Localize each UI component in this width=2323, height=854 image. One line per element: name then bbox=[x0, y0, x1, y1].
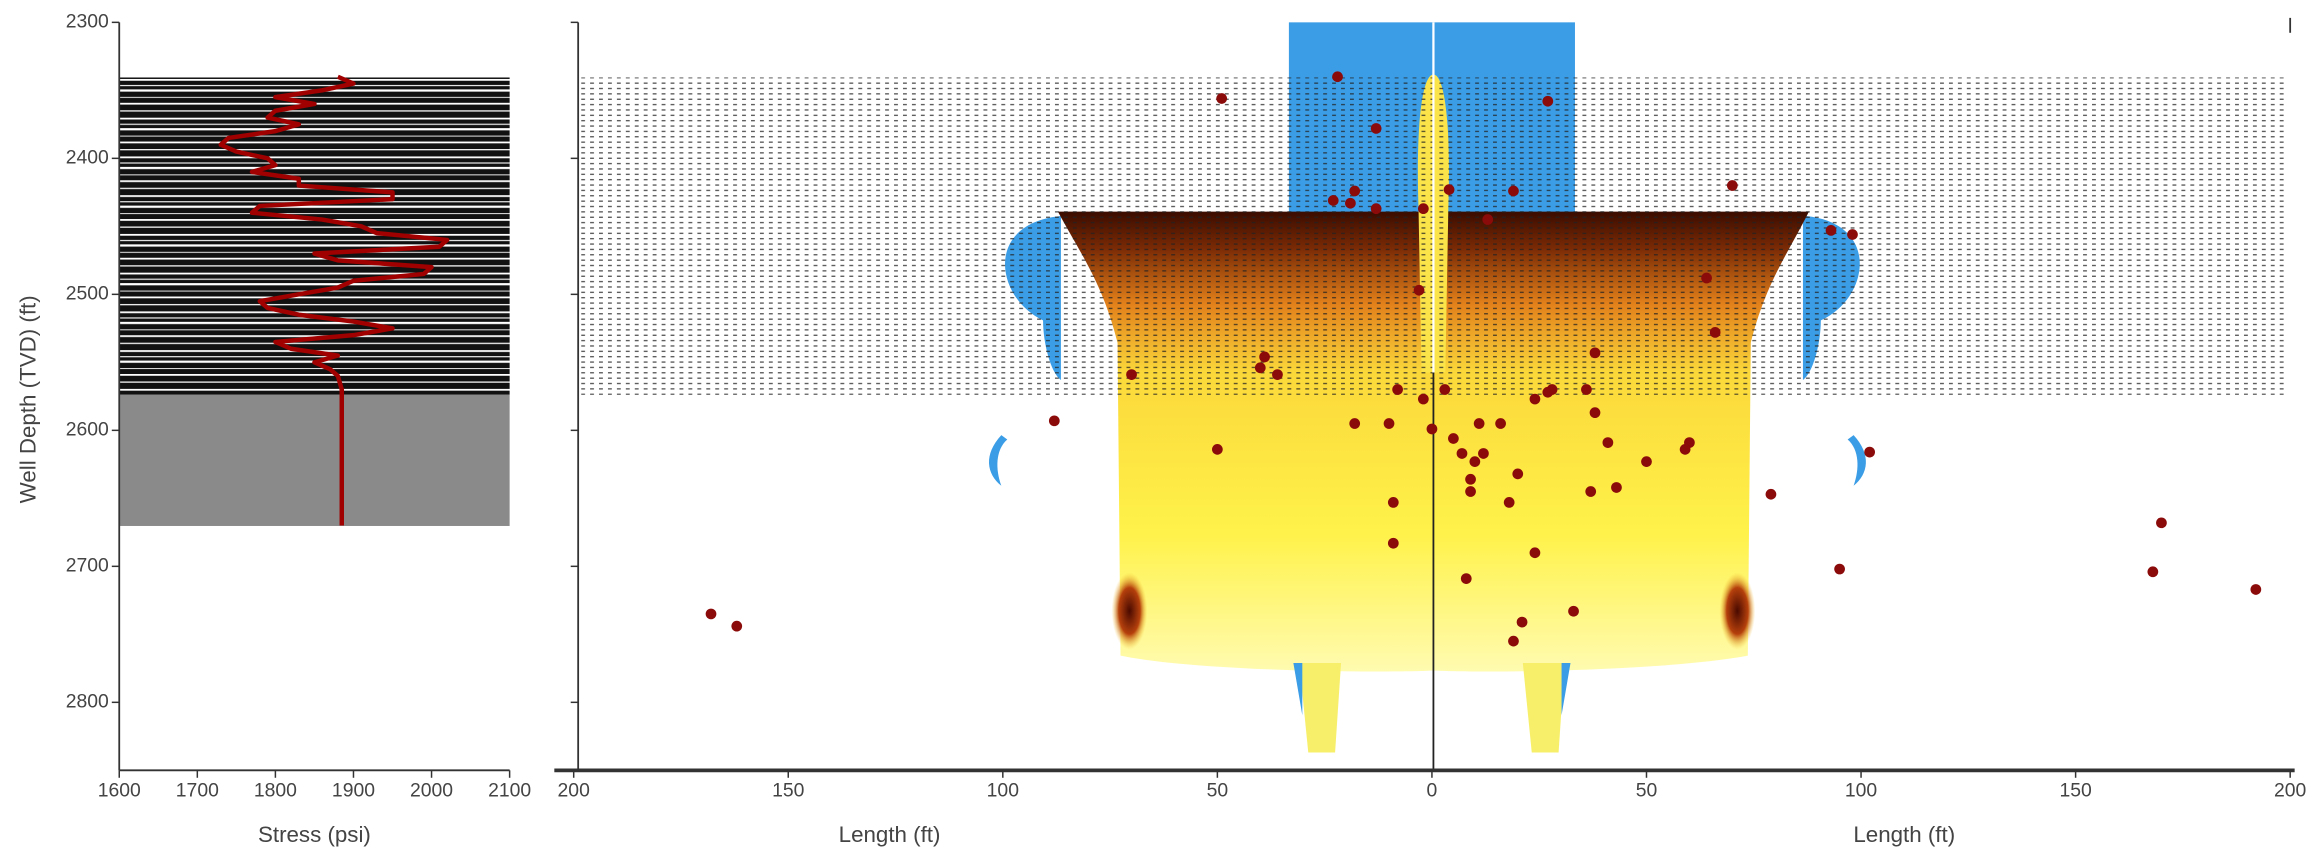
x-tick-label: 150 bbox=[772, 779, 805, 801]
microseismic-event bbox=[1387, 537, 1399, 549]
microseismic-event bbox=[1516, 616, 1528, 628]
x-axis-title: Length (ft) bbox=[839, 822, 941, 847]
microseismic-event bbox=[1417, 203, 1429, 215]
microseismic-event bbox=[1825, 225, 1837, 236]
microseismic-event bbox=[1589, 347, 1601, 359]
y-tick-label: 2800 bbox=[66, 690, 109, 712]
microseismic-event bbox=[1864, 446, 1875, 458]
x-tick-label: 1800 bbox=[254, 779, 297, 801]
microseismic-event bbox=[1349, 418, 1361, 429]
microseismic-event bbox=[1589, 407, 1601, 419]
microseismic-event bbox=[1469, 456, 1481, 467]
microseismic-event bbox=[2147, 566, 2159, 578]
microseismic-event bbox=[1327, 195, 1339, 206]
microseismic-event bbox=[1370, 203, 1382, 215]
microseismic-event bbox=[1546, 384, 1558, 395]
microseismic-event bbox=[1512, 468, 1524, 480]
y-tick-label: 2400 bbox=[66, 146, 109, 168]
x-axis-title: Stress (psi) bbox=[258, 822, 371, 847]
microseismic-event bbox=[1709, 327, 1721, 338]
microseismic-event bbox=[731, 620, 743, 632]
microseismic-event bbox=[1212, 444, 1223, 455]
x-tick-label: 50 bbox=[1207, 779, 1229, 801]
microseismic-event bbox=[1349, 185, 1361, 197]
microseismic-event bbox=[1701, 272, 1712, 284]
microseismic-event bbox=[1465, 473, 1476, 485]
microseismic-event bbox=[1602, 437, 1614, 448]
x-tick-label: 1900 bbox=[332, 779, 375, 801]
microseismic-event bbox=[1611, 482, 1622, 493]
microseismic-event bbox=[1585, 486, 1597, 497]
microseismic-event bbox=[1581, 384, 1592, 395]
x-tick-label: 2100 bbox=[488, 779, 531, 801]
microseismic-event bbox=[1417, 393, 1429, 405]
x-tick-label: 150 bbox=[2059, 779, 2092, 801]
x-tick-label: 100 bbox=[987, 779, 1020, 801]
x-tick-label: 200 bbox=[558, 779, 591, 801]
microseismic-event bbox=[2156, 517, 2167, 529]
microseismic-event bbox=[1542, 95, 1554, 107]
microseismic-event bbox=[705, 608, 717, 620]
microseismic-event bbox=[1568, 605, 1579, 617]
microseismic-event bbox=[1465, 486, 1476, 497]
x-tick-label: 2000 bbox=[410, 779, 453, 801]
y-axis-title: Well Depth (TVD) (ft) bbox=[16, 295, 41, 503]
microseismic-event bbox=[1126, 369, 1137, 380]
microseismic-event bbox=[1482, 214, 1494, 225]
microseismic-event bbox=[2250, 584, 2262, 595]
microseismic-event bbox=[1439, 384, 1451, 395]
y-tick-label: 2600 bbox=[66, 418, 109, 440]
x-tick-label: 200 bbox=[2274, 779, 2307, 801]
microseismic-event bbox=[1529, 547, 1541, 559]
x-axis-title: Length (ft) bbox=[1853, 822, 1955, 847]
microseismic-event bbox=[1765, 488, 1777, 500]
x-tick-label: 50 bbox=[1636, 779, 1658, 801]
microseismic-event bbox=[1473, 418, 1485, 429]
microseismic-event bbox=[1726, 180, 1738, 191]
microseismic-event bbox=[1426, 423, 1438, 435]
x-tick-label: 0 bbox=[1427, 779, 1438, 801]
microseismic-event bbox=[1529, 393, 1541, 405]
x-tick-label: 100 bbox=[1845, 779, 1878, 801]
formation-lower bbox=[119, 394, 510, 526]
microseismic-event bbox=[1460, 573, 1472, 584]
formation-layers bbox=[119, 77, 510, 395]
microseismic-event bbox=[1272, 369, 1283, 380]
microseismic-event bbox=[1370, 123, 1382, 134]
microseismic-event bbox=[1048, 415, 1060, 427]
microseismic-event bbox=[1345, 197, 1356, 209]
microseismic-event bbox=[1503, 497, 1515, 508]
microseismic-event bbox=[1641, 456, 1652, 467]
y-tick-label: 2700 bbox=[66, 554, 109, 576]
microseismic-event bbox=[1413, 284, 1425, 296]
x-tick-label: 1700 bbox=[176, 779, 219, 801]
stress-line bbox=[218, 74, 450, 526]
microseismic-event bbox=[1679, 444, 1691, 455]
microseismic-event bbox=[1387, 497, 1399, 508]
microseismic-event bbox=[1478, 448, 1489, 459]
microseismic-event bbox=[1508, 185, 1519, 197]
microseismic-event bbox=[1495, 418, 1506, 429]
microseismic-event bbox=[1448, 433, 1459, 444]
microseismic-event bbox=[1456, 448, 1468, 459]
microseismic-event bbox=[1254, 362, 1266, 374]
microseismic-event bbox=[1216, 93, 1228, 104]
microseismic-event bbox=[1392, 384, 1403, 395]
microseismic-event bbox=[1383, 418, 1395, 429]
y-tick-label: 2500 bbox=[66, 282, 109, 304]
microseismic-event bbox=[1332, 71, 1343, 83]
y-tick-label: 2300 bbox=[66, 10, 109, 32]
x-tick-label: 1600 bbox=[98, 779, 141, 801]
microseismic-event bbox=[1443, 184, 1455, 195]
microseismic-event bbox=[1259, 351, 1270, 363]
microseismic-event bbox=[1834, 563, 1845, 575]
microseismic-event bbox=[1847, 229, 1858, 240]
microseismic-event bbox=[1508, 635, 1519, 647]
